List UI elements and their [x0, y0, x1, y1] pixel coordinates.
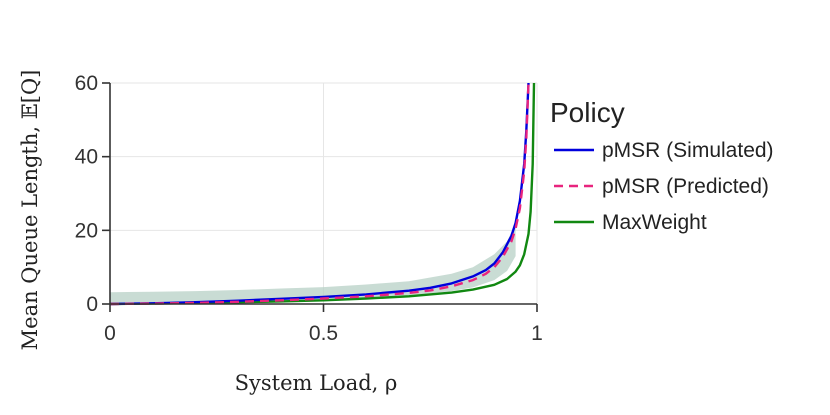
legend-label-1: pMSR (Predicted)	[602, 175, 769, 198]
x-tick-label: 0.5	[309, 322, 338, 345]
x-tick-label: 0	[104, 322, 116, 345]
series-lines	[109, 82, 536, 306]
y-axis-title: Mean Queue Length, 𝔼[Q]	[18, 70, 42, 351]
legend-label-2: MaxWeight	[602, 211, 707, 234]
legend-label-0: pMSR (Simulated)	[602, 139, 774, 162]
y-tick-label: 0	[86, 293, 98, 316]
x-tick-label: 1	[531, 322, 543, 345]
grid	[110, 82, 538, 304]
y-tick-label: 60	[75, 72, 98, 95]
y-tick-label: 40	[75, 146, 98, 169]
axes: 0 20 40 60 0 0.5 1	[75, 72, 543, 345]
band-area	[110, 223, 516, 304]
confidence-band	[110, 223, 516, 304]
series-line-1	[109, 82, 530, 306]
y-tick-label: 20	[75, 219, 98, 242]
legend-title: Policy	[550, 97, 625, 128]
x-axis-title: System Load, ρ	[235, 371, 398, 395]
legend: Policy pMSR (Simulated) pMSR (Predicted) M…	[550, 97, 774, 234]
